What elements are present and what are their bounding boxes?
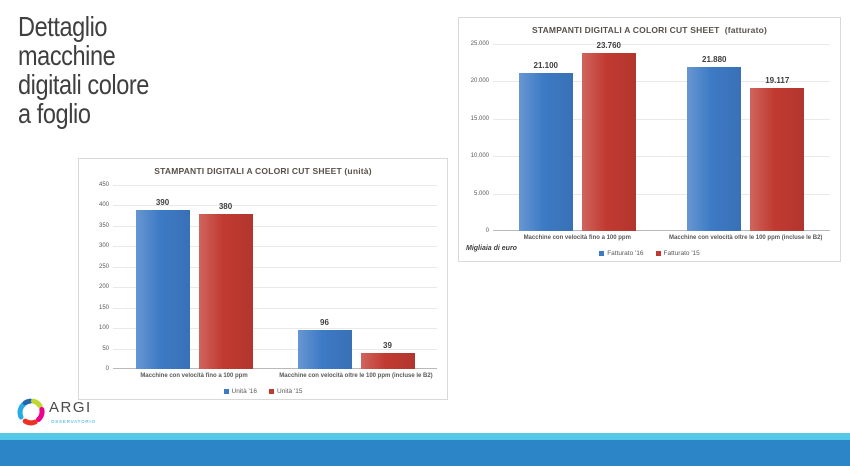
footer-band: [0, 440, 850, 466]
bar-value-label: 23.760: [596, 41, 621, 51]
gridline: [113, 205, 437, 207]
y-axis-tick-label: 0: [485, 228, 489, 234]
category-labels: Macchine con velocità fino a 100 ppm Macc…: [493, 231, 830, 245]
gridline: [493, 193, 830, 195]
y-axis-tick-label: 15.000: [470, 115, 489, 122]
gridline: [113, 185, 437, 186]
bar-value-label: 21.880: [702, 55, 727, 65]
gridline: [493, 118, 830, 120]
x-axis-line: [493, 230, 830, 231]
gridline: [113, 348, 437, 350]
bar-value-label: 96: [320, 317, 329, 327]
bar: 19.117: [750, 77, 805, 231]
y-axis-tick-label: 400: [98, 202, 109, 209]
legend-label: Fatturato '16: [607, 249, 644, 257]
gridline: [113, 225, 437, 227]
bar: 21.880: [687, 56, 742, 231]
page-title-line: Dettaglio: [18, 11, 108, 42]
y-axis-tick-label: 0: [105, 366, 109, 372]
bar-value-label: 390: [155, 197, 170, 207]
argi-logo-subtext: OSSERVATORIO: [51, 418, 96, 424]
legend: Unità '16 Unità '15: [79, 383, 447, 399]
y-axis-tick-label: 5.000: [473, 190, 489, 197]
plot-grid: 25.000 20.000 15.000 10.000 5.000 0 21.100 23.7…: [471, 41, 831, 234]
bar: 23.760: [581, 42, 636, 231]
page-title-line: a foglio: [18, 98, 91, 130]
argi-logo-name: ARGI: [49, 399, 92, 416]
gridline: [113, 307, 437, 309]
bar-group: 96 39: [275, 185, 437, 369]
page-title-line: digitali colore: [18, 69, 149, 101]
plot-area: 25.000 20.000 15.000 10.000 5.000 0 21.100 23.7…: [459, 37, 840, 234]
bar: 380: [198, 202, 253, 369]
legend-label: Fatturato '15: [663, 249, 700, 257]
y-axis-tick-label: 200: [98, 284, 109, 291]
bar-group: 390 380: [113, 185, 275, 369]
gridline: [113, 266, 437, 268]
y-axis-tick-label: 50: [102, 345, 109, 352]
category-label: Macchine con velocità fino a 100 ppm: [140, 373, 248, 379]
chart-title: STAMPANTI DIGITALI A COLORI CUT SHEET (u…: [154, 166, 372, 176]
y-axis-tick-label: 100: [98, 325, 109, 332]
gridline: [113, 246, 437, 248]
x-axis-line: [113, 368, 437, 369]
y-axis-tick-label: 450: [98, 182, 109, 188]
legend-item: Fatturato '16: [599, 249, 644, 257]
y-axis-tick-label: 10.000: [470, 153, 489, 160]
legend-swatch: [223, 388, 229, 394]
legend-label: Unità '16: [231, 387, 257, 395]
argi-logo: ARGI OSSERVATORIO: [16, 396, 96, 428]
footer-accent-strip: [0, 433, 850, 440]
category-labels: Macchine con velocità fino a 100 ppm Macc…: [113, 369, 437, 383]
legend-swatch: [655, 250, 661, 256]
bar-value-label: 380: [218, 201, 233, 211]
bar: 39: [360, 342, 415, 369]
bar-value-label: 19.117: [765, 76, 790, 86]
legend-swatch: [599, 250, 605, 256]
argi-logo-text: ARGI OSSERVATORIO: [49, 399, 96, 424]
y-axis-tick-label: 350: [98, 222, 109, 229]
gridline: [493, 81, 830, 83]
legend-item: Unità '15: [269, 388, 302, 395]
y-axis-tick-label: 250: [98, 263, 109, 270]
fatturato-bar-chart: STAMPANTI DIGITALI A COLORI CUT SHEET (f…: [458, 17, 841, 262]
page-title-line: macchine: [18, 40, 116, 72]
y-axis-tick-label: 150: [98, 304, 109, 311]
bar: 96: [297, 318, 352, 369]
legend-label: Unità '15: [277, 387, 303, 395]
bar: 390: [135, 198, 190, 369]
plot-grid: 450 400 350 300 250 200 150 100 50 0 390 380 96 39: [99, 182, 437, 372]
bar-value-label: 39: [383, 341, 392, 351]
page-title: Dettaglio macchine digitali colore a fog…: [18, 11, 149, 130]
y-axis-tick-label: 300: [98, 243, 109, 250]
axis-units-note: Migliaia di euro: [466, 245, 517, 252]
bar: 21.100: [518, 62, 573, 231]
category-label: Macchine con velocità oltre le 100 ppm (…: [669, 235, 823, 241]
category-label: Macchine con velocità fino a 100 ppm: [523, 235, 631, 241]
legend-item: Unità '16: [223, 387, 257, 395]
gridline: [113, 328, 437, 330]
legend: Fatturato '16 Fatturato '15: [459, 245, 840, 261]
argi-logo-icon: [17, 398, 45, 426]
bar-group: 21.100 23.760: [493, 42, 662, 231]
legend-item: Fatturato '15: [655, 249, 700, 257]
bar-value-label: 21.100: [533, 61, 558, 71]
category-label: Macchine con velocità oltre le 100 ppm (…: [279, 373, 433, 379]
units-bar-chart: STAMPANTI DIGITALI A COLORI CUT SHEET (u…: [78, 158, 448, 400]
plot-area: 450 400 350 300 250 200 150 100 50 0 390 380 96 39: [79, 178, 447, 372]
gridline: [493, 156, 830, 158]
gridline: [493, 44, 830, 45]
legend-swatch: [269, 388, 274, 394]
gridline: [113, 287, 437, 289]
bar-group: 21.880 19.117: [662, 44, 831, 231]
y-axis-tick-label: 20.000: [470, 78, 489, 85]
y-axis-tick-label: 25.000: [470, 41, 489, 47]
chart-title: STAMPANTI DIGITALI A COLORI CUT SHEET (f…: [531, 25, 768, 35]
